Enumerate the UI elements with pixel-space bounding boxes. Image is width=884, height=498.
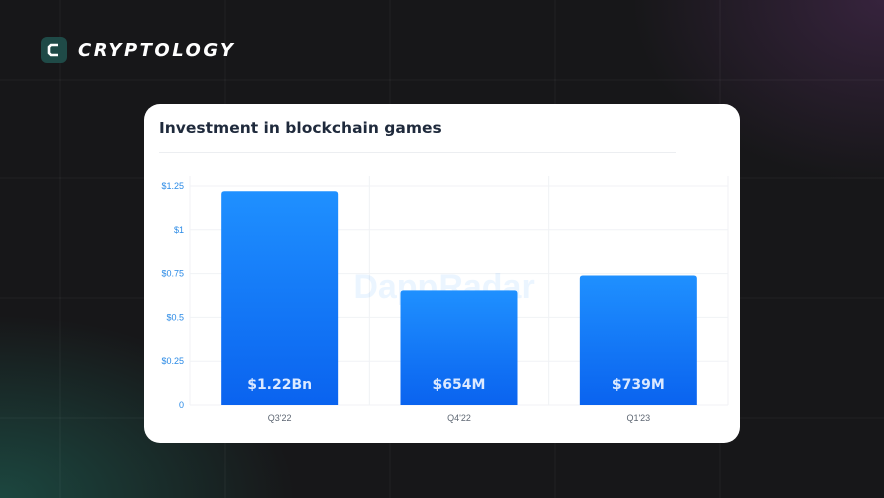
x-tick-label: Q1'23 xyxy=(626,413,650,423)
x-tick-label: Q3'22 xyxy=(268,413,292,423)
bar-value-label: $654M xyxy=(433,377,486,393)
bar-Q4'22 xyxy=(400,290,518,405)
chart-title: Investment in blockchain games xyxy=(159,119,442,137)
y-tick-label: $0.75 xyxy=(161,269,184,279)
chart-card: Investment in blockchain games DappRadar… xyxy=(144,104,740,443)
bar-chart: DappRadar 0$0.25$0.5$0.75$1$1.25$1.22BnQ… xyxy=(161,176,729,423)
y-tick-label: 0 xyxy=(179,400,184,410)
c-logo-icon xyxy=(41,37,67,63)
bar-Q3'22 xyxy=(221,191,339,405)
y-tick-label: $0.25 xyxy=(161,356,184,366)
brand-name: CRYPTOLOGY xyxy=(78,39,236,61)
y-tick-label: $0.5 xyxy=(166,312,184,322)
bar-value-label: $739M xyxy=(612,377,665,393)
title-divider xyxy=(159,152,676,153)
y-tick-label: $1 xyxy=(174,225,184,235)
y-tick-label: $1.25 xyxy=(161,181,184,191)
brand-logo: CRYPTOLOGY xyxy=(41,37,235,63)
bar-value-label: $1.22Bn xyxy=(247,377,312,393)
x-tick-label: Q4'22 xyxy=(447,413,471,423)
bar-Q1'23 xyxy=(579,275,697,405)
